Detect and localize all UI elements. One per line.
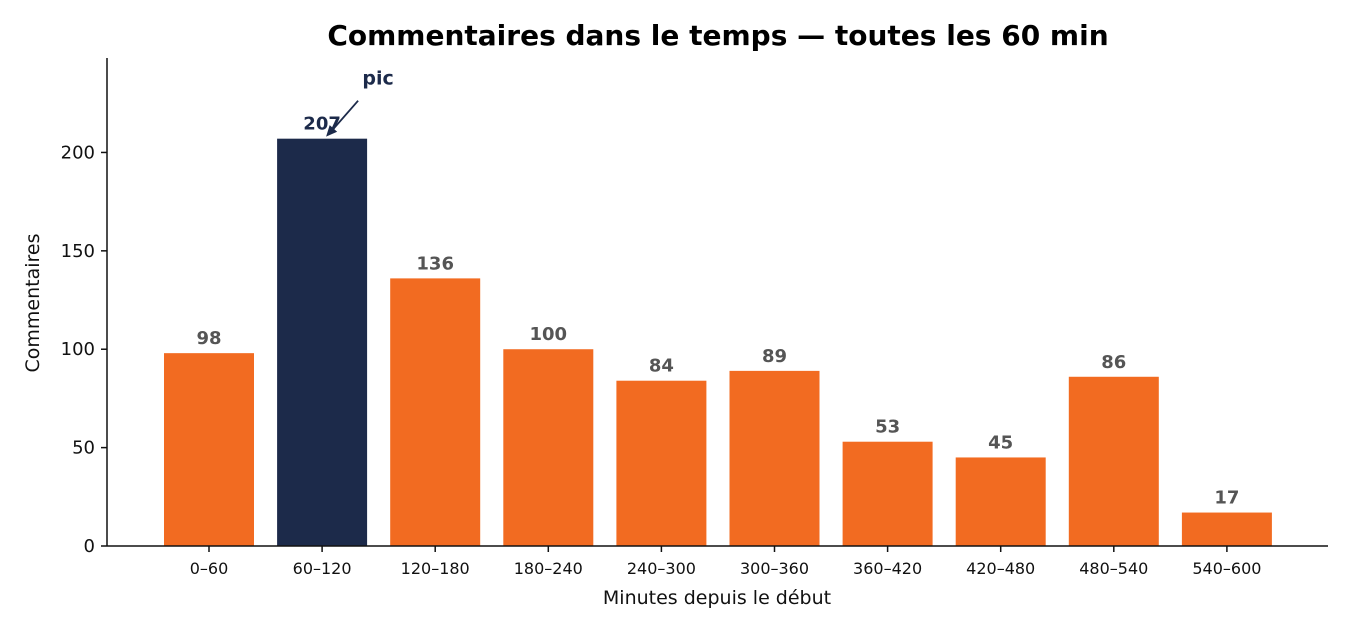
bar-value-label: 84 (649, 356, 674, 377)
bar-value-label: 86 (1101, 352, 1126, 373)
x-tick-label: 240–300 (627, 559, 696, 578)
y-tick-label: 100 (61, 339, 95, 360)
x-tick-label: 360–420 (853, 559, 922, 578)
bar (955, 457, 1046, 546)
bar-value-label: 17 (1214, 488, 1239, 509)
x-tick-label: 0–60 (190, 559, 229, 578)
y-tick-label: 150 (61, 241, 95, 262)
bar (842, 441, 933, 546)
x-tick-label: 480–540 (1079, 559, 1148, 578)
x-tick-label: 420–480 (966, 559, 1035, 578)
x-tick-label: 540–600 (1192, 559, 1261, 578)
bar-value-label: 98 (196, 328, 221, 349)
peak-annotation-arrowhead (326, 125, 338, 137)
y-axis-ticks: 0 50 100 150 200 (61, 142, 107, 557)
bar (729, 370, 820, 546)
bar (1068, 376, 1159, 546)
x-tick-label: 120–180 (401, 559, 470, 578)
bar (390, 278, 481, 546)
bar-value-label: 89 (762, 346, 787, 367)
y-tick-label: 200 (61, 142, 95, 163)
bar-value-label: 100 (530, 324, 568, 345)
chart-title: Commentaires dans le temps — toutes les … (327, 19, 1108, 52)
peak-annotation-arrow (329, 100, 359, 134)
x-axis-label: Minutes depuis le début (603, 587, 831, 609)
x-tick-label: 60–120 (293, 559, 352, 578)
peak-annotation-label: pic (362, 68, 393, 90)
y-tick-label: 0 (84, 536, 95, 557)
bar (164, 353, 254, 546)
bar (1181, 512, 1272, 546)
bar-value-label: 45 (988, 432, 1013, 453)
peak-annotation: pic (326, 68, 394, 137)
y-axis-label: Commentaires (22, 234, 44, 373)
bar-value-label: 53 (875, 417, 900, 438)
x-axis-ticks: 0–60 60–120 120–180 180–240 240–300 300–360 36… (190, 546, 1261, 578)
x-tick-label: 180–240 (514, 559, 583, 578)
bar (503, 349, 594, 546)
bar (616, 380, 707, 546)
y-tick-label: 50 (72, 438, 95, 459)
x-tick-label: 300–360 (740, 559, 809, 578)
bar (277, 138, 368, 546)
bar-value-label: 136 (416, 253, 454, 274)
